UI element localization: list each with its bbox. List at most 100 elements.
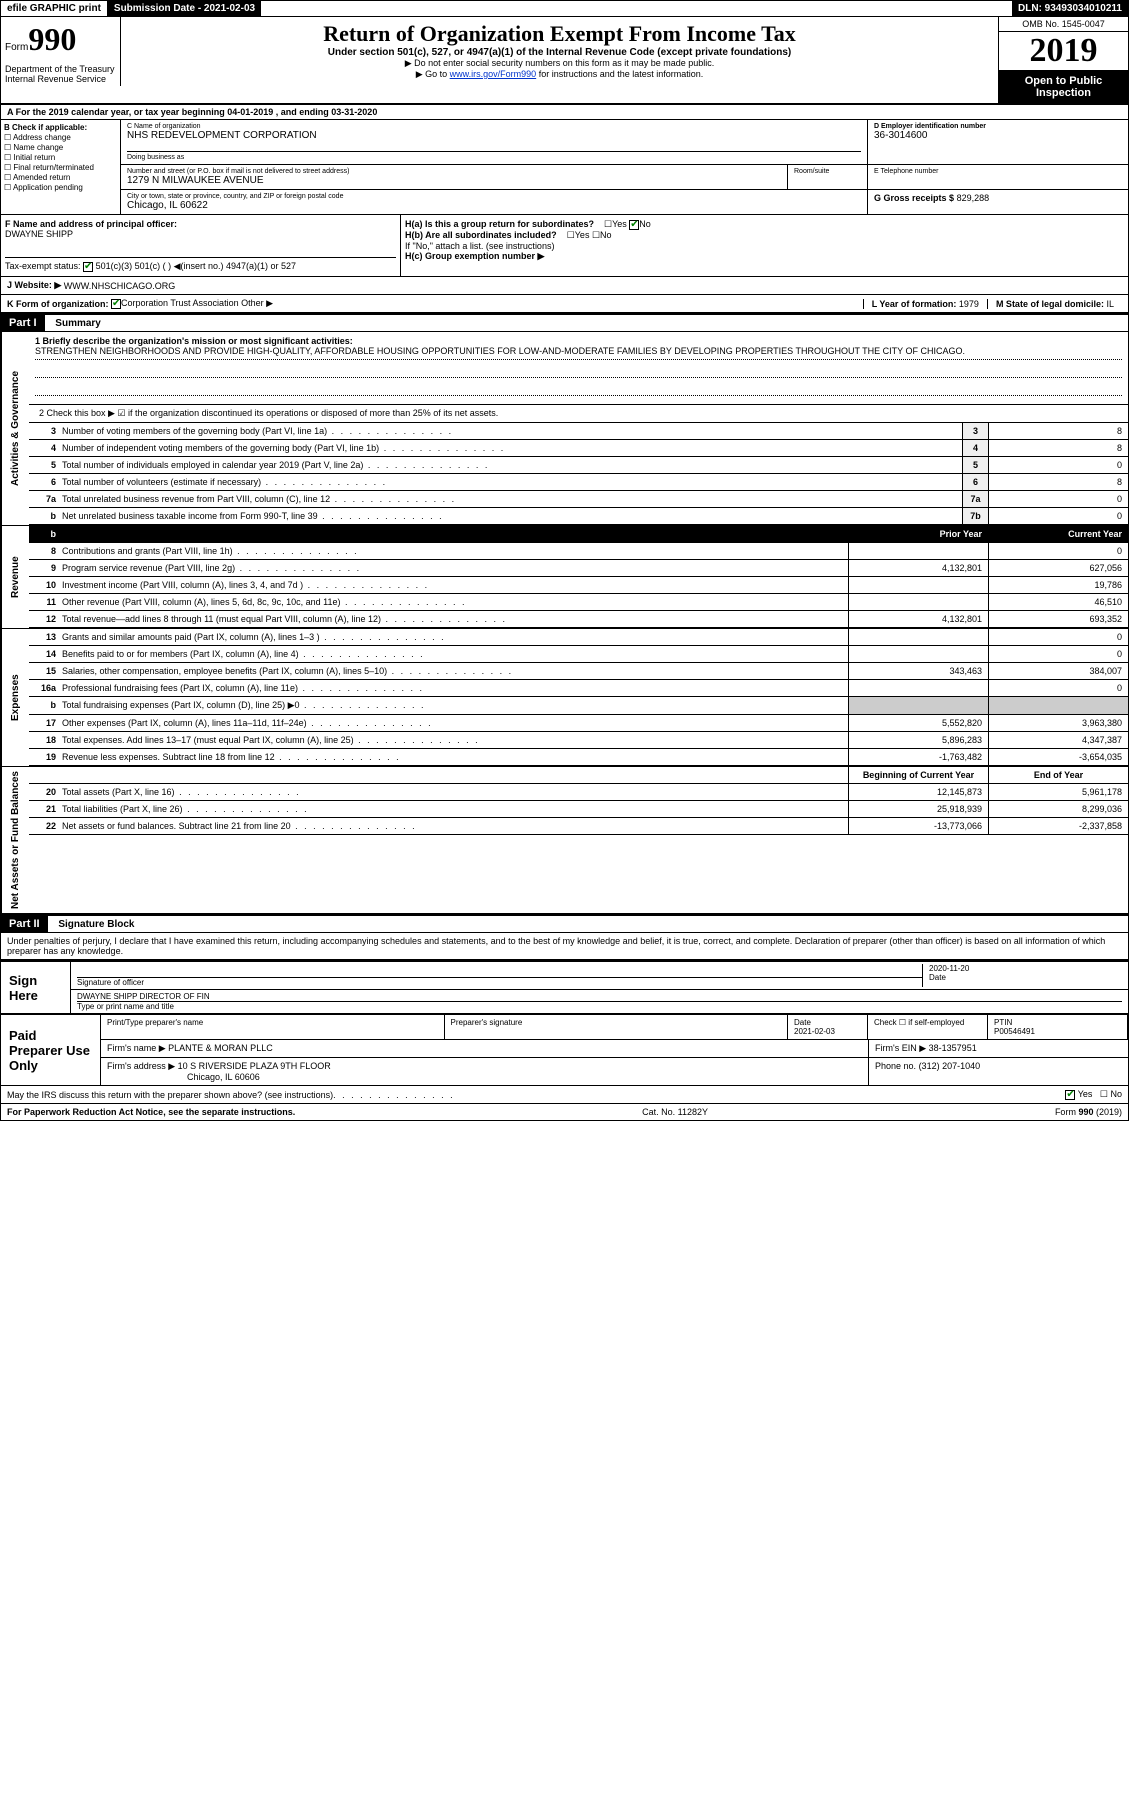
line-value: 8 bbox=[988, 440, 1128, 456]
form-subtitle: Under section 501(c), 527, or 4947(a)(1)… bbox=[125, 47, 994, 58]
current-year-value: 46,510 bbox=[988, 594, 1128, 610]
exp-line-15: 15 Salaries, other compensation, employe… bbox=[29, 663, 1128, 680]
prior-year-value: 4,132,801 bbox=[848, 611, 988, 627]
row-a-text: A For the 2019 calendar year, or tax yea… bbox=[7, 107, 377, 117]
goto-pre: ▶ Go to bbox=[416, 69, 450, 79]
chk-discuss-yes[interactable] bbox=[1065, 1090, 1075, 1100]
prior-year-value bbox=[848, 594, 988, 610]
revenue-block: Revenue b Prior Year Current Year 8 Cont… bbox=[0, 525, 1129, 628]
prior-year-value bbox=[848, 697, 988, 714]
prep-ptin-label: PTIN bbox=[994, 1018, 1012, 1027]
line-2-text: 2 Check this box ▶ ☑ if the organization… bbox=[29, 405, 1128, 422]
form-footer: Form 990 (2019) bbox=[1055, 1107, 1122, 1117]
firm-name-label: Firm's name ▶ bbox=[107, 1043, 166, 1053]
line-label: Professional fundraising fees (Part IX, … bbox=[59, 680, 848, 696]
rev-line-11: 11 Other revenue (Part VIII, column (A),… bbox=[29, 594, 1128, 611]
line-num: 16a bbox=[29, 680, 59, 696]
line-label: Number of independent voting members of … bbox=[59, 440, 962, 456]
chk-initial-return[interactable]: ☐ Initial return bbox=[4, 153, 117, 162]
current-year-value: 0 bbox=[988, 646, 1128, 662]
chk-corporation[interactable] bbox=[111, 299, 121, 309]
exp-line-b: b Total fundraising expenses (Part IX, c… bbox=[29, 697, 1128, 715]
phone-label: E Telephone number bbox=[874, 168, 1122, 175]
line-box: 3 bbox=[962, 423, 988, 439]
firm-addr: 10 S RIVERSIDE PLAZA 9TH FLOOR bbox=[178, 1061, 331, 1071]
line-value: 8 bbox=[988, 423, 1128, 439]
year-formation-value: 1979 bbox=[959, 299, 979, 309]
chk-address-change[interactable]: ☐ Address change bbox=[4, 133, 117, 142]
exp-line-14: 14 Benefits paid to or for members (Part… bbox=[29, 646, 1128, 663]
org-name: NHS REDEVELOPMENT CORPORATION bbox=[127, 130, 861, 141]
pra-notice: For Paperwork Reduction Act Notice, see … bbox=[7, 1107, 295, 1117]
form-title: Return of Organization Exempt From Incom… bbox=[125, 21, 994, 47]
line-num: 3 bbox=[29, 423, 59, 439]
line-value: 8 bbox=[988, 474, 1128, 490]
line-label: Other expenses (Part IX, column (A), lin… bbox=[59, 715, 848, 731]
mission-blank-1 bbox=[35, 364, 1122, 378]
gov-line-b: b Net unrelated business taxable income … bbox=[29, 508, 1128, 525]
exp-line-18: 18 Total expenses. Add lines 13–17 (must… bbox=[29, 732, 1128, 749]
website-label: J Website: ▶ bbox=[7, 280, 61, 291]
dba-label: Doing business as bbox=[127, 154, 861, 161]
discuss-row: May the IRS discuss this return with the… bbox=[0, 1086, 1129, 1104]
line-label: Total unrelated business revenue from Pa… bbox=[59, 491, 962, 507]
gross-label: G Gross receipts $ bbox=[874, 193, 954, 203]
current-year-value bbox=[988, 697, 1128, 714]
line-2: 2 Check this box ▶ ☑ if the organization… bbox=[29, 405, 1128, 423]
chk-app-pending[interactable]: ☐ Application pending bbox=[4, 183, 117, 192]
line-label: Contributions and grants (Part VIII, lin… bbox=[59, 543, 848, 559]
irs-link[interactable]: www.irs.gov/Form990 bbox=[450, 69, 537, 79]
line-label: Total number of volunteers (estimate if … bbox=[59, 474, 962, 490]
line-box: 7b bbox=[962, 508, 988, 524]
chk-amended[interactable]: ☐ Amended return bbox=[4, 173, 117, 182]
line-box: 6 bbox=[962, 474, 988, 490]
chk-ha-no[interactable] bbox=[629, 220, 639, 230]
sign-here-block: Sign Here Signature of officer 2020-11-2… bbox=[0, 960, 1129, 1015]
current-year-value: 0 bbox=[988, 629, 1128, 645]
end-year-value: 5,961,178 bbox=[988, 784, 1128, 800]
box-f: F Name and address of principal officer:… bbox=[1, 215, 401, 276]
hc-label: H(c) Group exemption number ▶ bbox=[405, 251, 544, 261]
org-name-label: C Name of organization bbox=[127, 123, 861, 130]
expenses-block: Expenses 13 Grants and similar amounts p… bbox=[0, 628, 1129, 766]
open-public: Open to Public Inspection bbox=[999, 71, 1128, 103]
line-label: Investment income (Part VIII, column (A)… bbox=[59, 577, 848, 593]
line-num: 12 bbox=[29, 611, 59, 627]
row-a-period: A For the 2019 calendar year, or tax yea… bbox=[0, 105, 1129, 120]
goto-note: ▶ Go to www.irs.gov/Form990 for instruct… bbox=[125, 69, 994, 80]
sign-here-label: Sign Here bbox=[1, 962, 71, 1013]
year-box: OMB No. 1545-0047 2019 Open to Public In… bbox=[998, 17, 1128, 103]
year-formation-label: L Year of formation: bbox=[872, 299, 957, 309]
current-year-header: Current Year bbox=[988, 526, 1128, 542]
line-box: 5 bbox=[962, 457, 988, 473]
chk-501c3[interactable] bbox=[83, 262, 93, 272]
form-prefix: Form bbox=[5, 42, 28, 53]
begin-year-header: Beginning of Current Year bbox=[848, 767, 988, 783]
sig-date: 2020-11-20 bbox=[929, 964, 1122, 973]
line-num: 22 bbox=[29, 818, 59, 834]
gov-line-7a: 7a Total unrelated business revenue from… bbox=[29, 491, 1128, 508]
prior-year-value bbox=[848, 629, 988, 645]
line-num: b bbox=[29, 697, 59, 714]
chk-name-change[interactable]: ☐ Name change bbox=[4, 143, 117, 152]
gov-line-4: 4 Number of independent voting members o… bbox=[29, 440, 1128, 457]
line-label: Total revenue—add lines 8 through 11 (mu… bbox=[59, 611, 848, 627]
line-value: 0 bbox=[988, 508, 1128, 524]
firm-phone-label: Phone no. bbox=[875, 1061, 916, 1071]
firm-addr-label: Firm's address ▶ bbox=[107, 1061, 175, 1071]
prior-year-value bbox=[848, 577, 988, 593]
line-label: Total expenses. Add lines 13–17 (must eq… bbox=[59, 732, 848, 748]
current-year-value: 4,347,387 bbox=[988, 732, 1128, 748]
current-year-value: 0 bbox=[988, 680, 1128, 696]
dots-filler bbox=[333, 1090, 455, 1100]
part-i-header: Part I Summary bbox=[0, 313, 1129, 332]
rev-line-8: 8 Contributions and grants (Part VIII, l… bbox=[29, 543, 1128, 560]
section-fgh: F Name and address of principal officer:… bbox=[0, 215, 1129, 277]
gross-value: 829,288 bbox=[957, 193, 990, 203]
chk-final-return[interactable]: ☐ Final return/terminated bbox=[4, 163, 117, 172]
efile-print-button[interactable]: efile GRAPHIC print bbox=[1, 1, 108, 16]
line-label: Number of voting members of the governin… bbox=[59, 423, 962, 439]
line-box: 7a bbox=[962, 491, 988, 507]
prior-year-value: 343,463 bbox=[848, 663, 988, 679]
line-label: Program service revenue (Part VIII, line… bbox=[59, 560, 848, 576]
